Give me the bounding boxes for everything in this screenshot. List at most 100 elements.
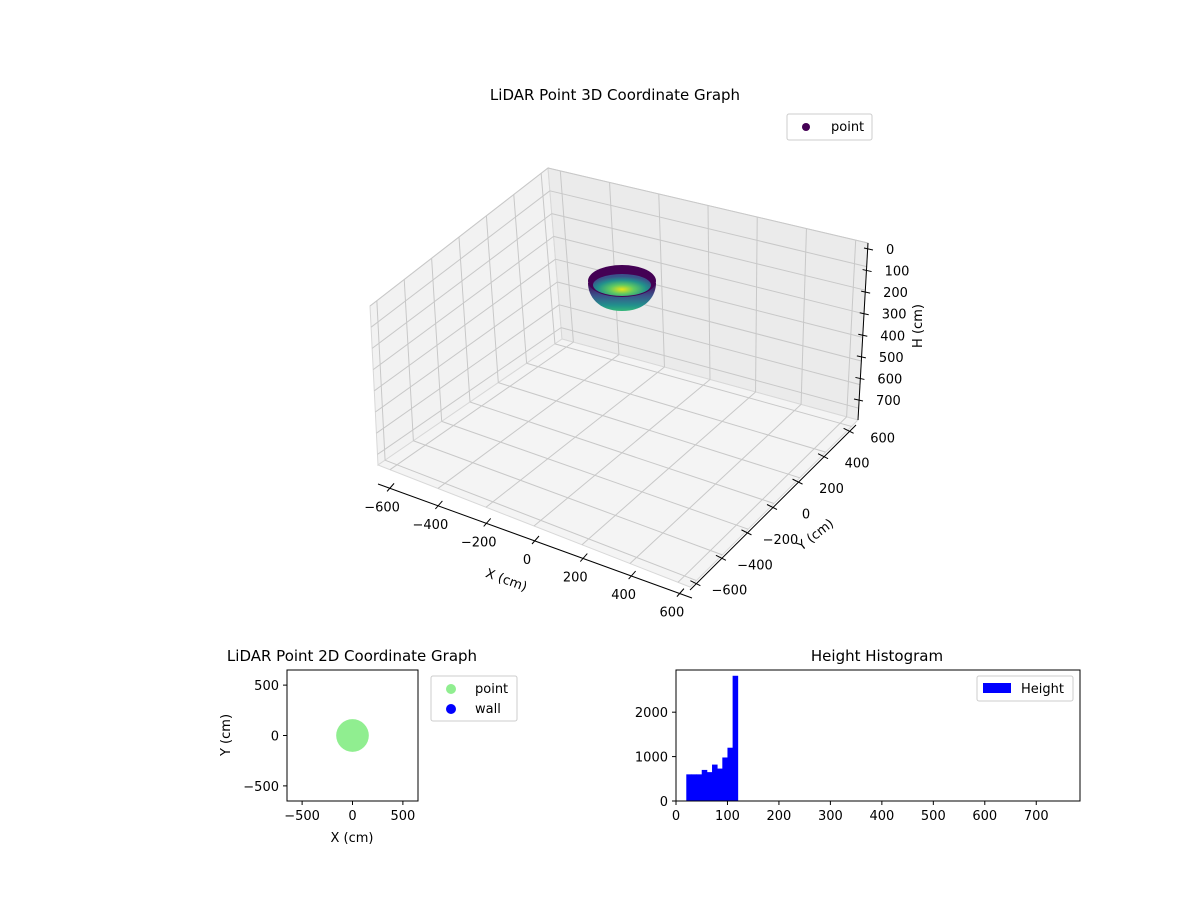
grid-x-back-6 <box>846 240 857 417</box>
z-tick-label-3d-3: 300 <box>882 308 907 323</box>
x-tick-label-3d-5: 400 <box>611 588 636 603</box>
grid-z-side-5 <box>375 281 558 413</box>
chart-histogram: Height Histogram 0 100 200 300 400 500 600 7000… <box>635 647 1081 824</box>
x-tick-label-hist-7: 700 <box>1024 809 1049 824</box>
z-tick-label-3d-6: 600 <box>877 372 902 387</box>
grid-y-side-0 <box>376 300 386 461</box>
x-axis-label-2d: X (cm) <box>331 831 374 846</box>
grid-z-side-6 <box>376 304 560 434</box>
grid-z-side-2 <box>371 213 553 349</box>
y-tick-label-hist-0: 0 <box>660 795 668 810</box>
x-tick-label-hist-6: 600 <box>972 809 997 824</box>
z-tick-label-3d-0: 0 <box>886 243 894 258</box>
z-tick-mark-3d-2 <box>861 290 871 294</box>
grid-z-side-1 <box>370 190 551 328</box>
x-tick-label-hist-0: 0 <box>672 809 680 824</box>
z-tick-mark-3d-1 <box>862 269 872 273</box>
z-tick-mark-3d-6 <box>855 376 865 380</box>
legend-histogram: Height <box>976 675 1074 702</box>
legend-3d: point <box>786 113 873 141</box>
histogram-bar-6 <box>717 768 723 801</box>
x-tick-label-2d-0: −500 <box>284 809 320 824</box>
x-ticks-3d: −600 −400 −200 0 200 400 600 <box>364 483 685 621</box>
y-axis-label-3d: Y (cm) <box>794 516 837 554</box>
y-axis-label-2d: Y (cm) <box>219 714 234 757</box>
x-tick-mark-3d-5 <box>628 570 636 580</box>
ticks-2d: −500 0 500 −500 0 500 <box>243 679 415 824</box>
y-tick-mark-3d-0 <box>690 580 701 587</box>
z-tick-mark-3d-5 <box>856 355 866 359</box>
grid-z-back-3 <box>553 235 865 315</box>
legend-2d-label-point: point <box>475 682 508 697</box>
histogram-bar-4 <box>706 772 713 801</box>
x-tick-label-3d-2: −200 <box>461 535 497 550</box>
histogram-bar-9 <box>732 675 739 801</box>
x-tick-mark-3d-6 <box>676 588 685 597</box>
legend-histogram-frame <box>976 675 1074 702</box>
grid-x-back-0 <box>559 170 574 343</box>
plot-frame-histogram <box>675 669 1081 802</box>
y-tick-label-2d-2: 500 <box>254 679 279 694</box>
chart-3d-title: LiDAR Point 3D Coordinate Graph <box>490 86 740 104</box>
y-tick-mark-3d-1 <box>715 554 727 561</box>
legend-3d-label-point: point <box>831 120 864 135</box>
grid-z-back-0 <box>547 167 869 244</box>
grid-y-side-5 <box>513 194 528 364</box>
y-tick-label-hist-2: 2000 <box>635 706 668 721</box>
x-tick-mark-3d-1 <box>435 500 443 510</box>
grid-z-back-1 <box>549 190 867 268</box>
legend-3d-frame <box>786 113 873 141</box>
grid-y-floor-0 <box>384 459 697 582</box>
grid-z-back-7 <box>560 327 859 409</box>
x-tick-label-3d-6: 600 <box>660 606 685 621</box>
z-tick-mark-3d-0 <box>863 247 874 251</box>
legend-histogram-label: Height <box>1021 682 1064 697</box>
x-tick-mark-3d-4 <box>579 553 588 562</box>
legend-3d-marker-point <box>802 123 810 131</box>
grid-y-side-1 <box>403 279 414 441</box>
chart-2d-title: LiDAR Point 2D Coordinate Graph <box>227 647 477 665</box>
x-tick-label-3d-3: 0 <box>523 553 531 568</box>
z-ticks-3d: 0 100 200 300 400 500 600 700 <box>853 243 909 409</box>
histogram-bar-0 <box>686 774 692 801</box>
legend-histogram-swatch <box>983 683 1011 693</box>
histogram-bar-2 <box>696 774 703 801</box>
legend-2d: point wall <box>430 675 518 722</box>
x-tick-label-hist-4: 400 <box>869 809 894 824</box>
grid-z-back-2 <box>551 213 866 291</box>
grid-y-floor-5 <box>526 362 826 453</box>
z-tick-mark-3d-7 <box>853 398 864 402</box>
grid-y-floor-3 <box>469 401 775 504</box>
histogram-bar-5 <box>712 764 718 801</box>
y-tick-label-2d-0: −500 <box>243 780 279 795</box>
y-tick-label-hist-1: 1000 <box>635 751 668 766</box>
x-tick-label-hist-2: 200 <box>767 809 792 824</box>
y-tick-mark-3d-4 <box>792 478 803 485</box>
histogram-bar-1 <box>691 774 697 801</box>
grid-y-side-6 <box>540 173 556 344</box>
grid-y-side-3 <box>458 236 471 403</box>
grid-y-floor-2 <box>441 420 749 530</box>
grid-z-side-0 <box>369 167 549 307</box>
histogram-bars <box>686 675 739 801</box>
z-tick-mark-3d-3 <box>859 312 869 316</box>
z-axis-label-3d: H (cm) <box>911 304 926 348</box>
x-tick-mark-3d-3 <box>531 535 540 545</box>
y-tick-label-3d-3: 0 <box>802 508 810 523</box>
x-tick-mark-3d-0 <box>386 483 395 492</box>
x-tick-mark-3d-2 <box>483 518 492 527</box>
x-axis-label-3d: X (cm) <box>483 566 529 595</box>
grid-z-side-4 <box>373 258 556 392</box>
grid-y-floor-1 <box>413 440 723 556</box>
y-tick-label-3d-6: 600 <box>870 431 895 446</box>
histogram-bar-8 <box>727 747 734 801</box>
grid-x-back-2 <box>658 193 665 368</box>
grid-x-back-3 <box>707 205 711 380</box>
y-tick-label-2d-1: 0 <box>271 730 279 745</box>
chart-2d: LiDAR Point 2D Coordinate Graph −500 0 500… <box>219 647 518 846</box>
point-disk <box>336 719 369 752</box>
legend-2d-marker-wall <box>446 704 456 714</box>
grid-z-side-7 <box>377 327 562 455</box>
